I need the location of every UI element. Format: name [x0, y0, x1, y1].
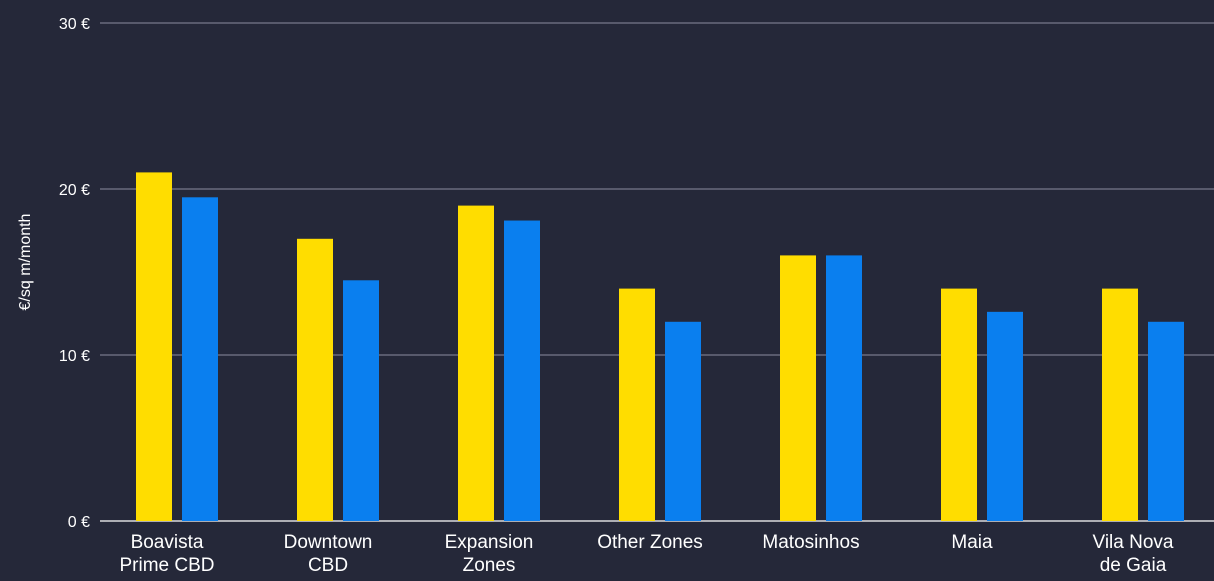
bar-series-2 [182, 197, 218, 522]
bar-series-1 [1102, 288, 1138, 521]
x-axis-labels: Boavista Prime CBD Downtown CBD Expansion Zon… [119, 532, 1173, 576]
bar-series-2 [826, 255, 862, 521]
bar-series-2 [504, 220, 540, 522]
bars [136, 172, 1184, 522]
y-tick-label: 30 € [59, 16, 90, 33]
bar-series-2 [987, 311, 1023, 521]
x-category-label: Expansion Zones [445, 532, 534, 576]
y-tick-label: 10 € [59, 348, 90, 365]
y-tick-label: 0 € [68, 514, 90, 531]
x-category-label: Vila Nova de Gaia [1093, 532, 1174, 576]
bar-series-2 [665, 321, 701, 521]
x-category-label: Matosinhos [762, 532, 859, 553]
y-axis-title: €/sq m/month [17, 214, 34, 311]
bar-series-1 [619, 288, 655, 521]
bar-series-2 [343, 280, 379, 521]
y-axis-ticks: 0 € 10 € 20 € 30 € [59, 16, 90, 531]
bar-series-2 [1148, 321, 1184, 521]
x-category-label: Downtown CBD [284, 532, 373, 576]
x-category-label: Maia [951, 532, 993, 553]
bar-series-1 [941, 288, 977, 521]
gridlines [100, 22, 1214, 522]
bar-series-1 [136, 172, 172, 521]
bar-series-1 [458, 205, 494, 521]
y-tick-label: 20 € [59, 182, 90, 199]
x-category-label: Boavista Prime CBD [119, 532, 214, 576]
bar-series-1 [297, 238, 333, 522]
x-category-label: Other Zones [597, 532, 703, 553]
bar-series-1 [780, 255, 816, 521]
